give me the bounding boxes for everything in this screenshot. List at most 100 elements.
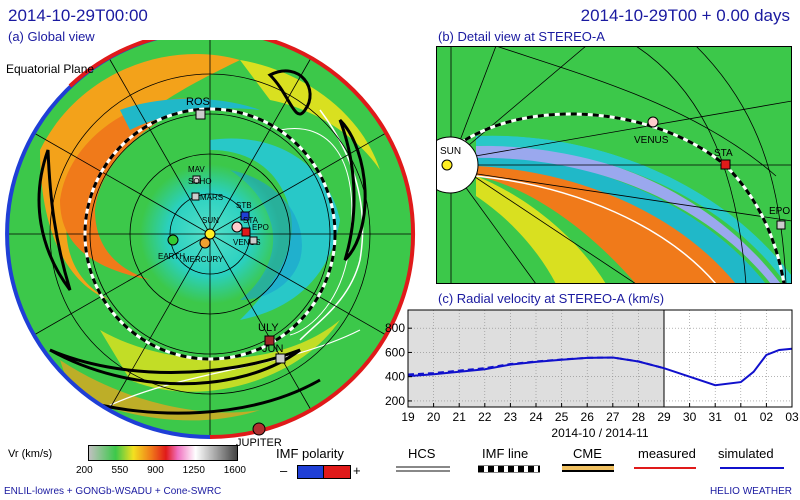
x-tick-label: 19 [401, 410, 415, 424]
measured-legend-swatch [634, 467, 696, 469]
jupiter-label: JUPITER [236, 437, 282, 449]
x-tick-label: 03 [785, 410, 799, 424]
hcs-legend-swatch [396, 466, 450, 472]
velocity-colorbar [88, 445, 238, 461]
global-view-panel: ROS MAV SOHO MARS STB STA SUN EARTH MERC… [5, 40, 415, 439]
x-tick-label: 21 [453, 410, 467, 424]
imf-polarity-label: IMF polarity [276, 446, 344, 461]
jun-label: JUN [262, 343, 283, 355]
x-tick-label: 28 [632, 410, 646, 424]
colorbar-label: Vr (km/s) [8, 448, 53, 460]
x-tick-label: 31 [709, 410, 723, 424]
sun-label: SUN [202, 216, 219, 225]
detail-sta-marker [720, 159, 731, 170]
detail-venus-label: VENUS [634, 135, 669, 146]
x-tick-label: 01 [734, 410, 748, 424]
epo-marker [249, 236, 258, 245]
x-tick-label: 02 [760, 410, 774, 424]
detail-sun-label: SUN [440, 146, 461, 157]
earth-marker [167, 234, 179, 246]
ros-marker [195, 109, 206, 120]
x-tick-label: 30 [683, 410, 697, 424]
plane-label: Equatorial Plane [6, 62, 95, 76]
imf-line-legend-label: IMF line [482, 446, 529, 461]
x-tick-label: 23 [504, 410, 518, 424]
polarity-ring-red-top [68, 40, 157, 88]
footer-model-credit: ENLIL-lowres + GONGb-WSADU + Cone-SWRC [4, 486, 222, 497]
colorbar-tick: 1600 [223, 465, 246, 476]
y-tick-label: 200 [385, 394, 405, 408]
stb-label: STB [236, 201, 252, 210]
jun-marker [275, 353, 286, 364]
radial-velocity-chart: 200 400 600 800 19 20 21 22 23 24 25 26 27 28 29 30 31 0… [385, 309, 799, 440]
earth-orbit-dashed [83, 107, 337, 361]
venus-label: VENUS [233, 238, 261, 247]
polarity-ring-red [209, 40, 415, 439]
footer-brand: HELIO WEATHER [709, 486, 792, 497]
mercury-label: MERCURY [183, 255, 224, 264]
radial-velocity-title: (c) Radial velocity at STEREO-A (km/s) [438, 291, 665, 306]
x-tick-label: 26 [581, 410, 595, 424]
colorbar-ticks: 200 550 900 1250 1600 [76, 465, 246, 476]
y-tick-label: 800 [385, 321, 405, 335]
detail-view-panel: SUN VENUS STA EPO [436, 46, 792, 284]
x-tick-label: 22 [478, 410, 492, 424]
imf-minus-label: – [280, 463, 288, 478]
x-tick-label: 27 [606, 410, 620, 424]
colorbar-tick: 900 [147, 465, 164, 476]
imf-negative-swatch [297, 465, 325, 479]
imf-line-legend-swatch [478, 465, 540, 473]
simulated-legend-swatch [720, 467, 784, 469]
colorbar-tick: 200 [76, 465, 93, 476]
y-axis-ticks: 200 400 600 800 [385, 321, 412, 408]
chart-series [407, 347, 793, 387]
colorbar-tick: 550 [111, 465, 129, 476]
sun-marker [204, 228, 216, 240]
left-timestamp: 2014-10-29T00:00 [8, 6, 148, 25]
series-line [407, 356, 665, 376]
sta-marker [241, 227, 251, 237]
soho-label: SOHO [188, 177, 212, 186]
x-axis-ticks: 19 20 21 22 23 24 25 26 27 28 29 30 31 01 02 03 [401, 403, 799, 424]
uly-marker [264, 335, 275, 346]
y-tick-label: 400 [385, 370, 405, 384]
venus-marker [231, 221, 243, 233]
global-view-label: (a) Global view [8, 29, 95, 44]
detail-epo-marker [776, 220, 786, 230]
measured-legend-label: measured [638, 446, 696, 461]
x-tick-label: 29 [657, 410, 671, 424]
series-line [407, 347, 793, 387]
detail-epo-label: EPO [769, 206, 790, 217]
x-tick-label: 20 [427, 410, 441, 424]
x-tick-label: 25 [555, 410, 569, 424]
detail-sta-label: STA [714, 148, 733, 159]
global-bodies: ROS MAV SOHO MARS STB STA SUN EARTH MERC… [158, 96, 286, 436]
stb-marker [240, 211, 250, 221]
colorbar-tick: 1250 [182, 465, 205, 476]
mav-label: MAV [188, 165, 205, 174]
uly-label: ULY [258, 322, 279, 334]
mav-marker [192, 175, 201, 184]
mercury-marker [199, 237, 211, 249]
y-tick-label: 600 [385, 345, 405, 359]
imf-plus-label: + [353, 463, 361, 478]
cme-legend-label: CME [573, 446, 602, 461]
hcs-legend-label: HCS [408, 446, 436, 461]
detail-sun-marker [441, 159, 453, 171]
x-axis-label: 2014-10 / 2014-11 [551, 426, 649, 440]
chart-frame [407, 309, 793, 408]
detail-view-label: (b) Detail view at STEREO-A [438, 29, 605, 44]
ros-label: ROS [186, 96, 210, 108]
hcs-lines [37, 69, 367, 415]
cme-legend-swatch [562, 464, 614, 472]
mars-marker [191, 192, 200, 201]
earth-label: EARTH [158, 252, 185, 261]
sta-label: STA [243, 216, 259, 225]
mars-label: MARS [200, 193, 223, 202]
simulated-legend-label: simulated [718, 446, 774, 461]
detail-venus-marker [647, 116, 659, 128]
imf-positive-swatch [323, 465, 351, 479]
epo-label: EPO [252, 223, 269, 232]
jupiter-marker [252, 422, 266, 436]
x-tick-label: 24 [529, 410, 543, 424]
